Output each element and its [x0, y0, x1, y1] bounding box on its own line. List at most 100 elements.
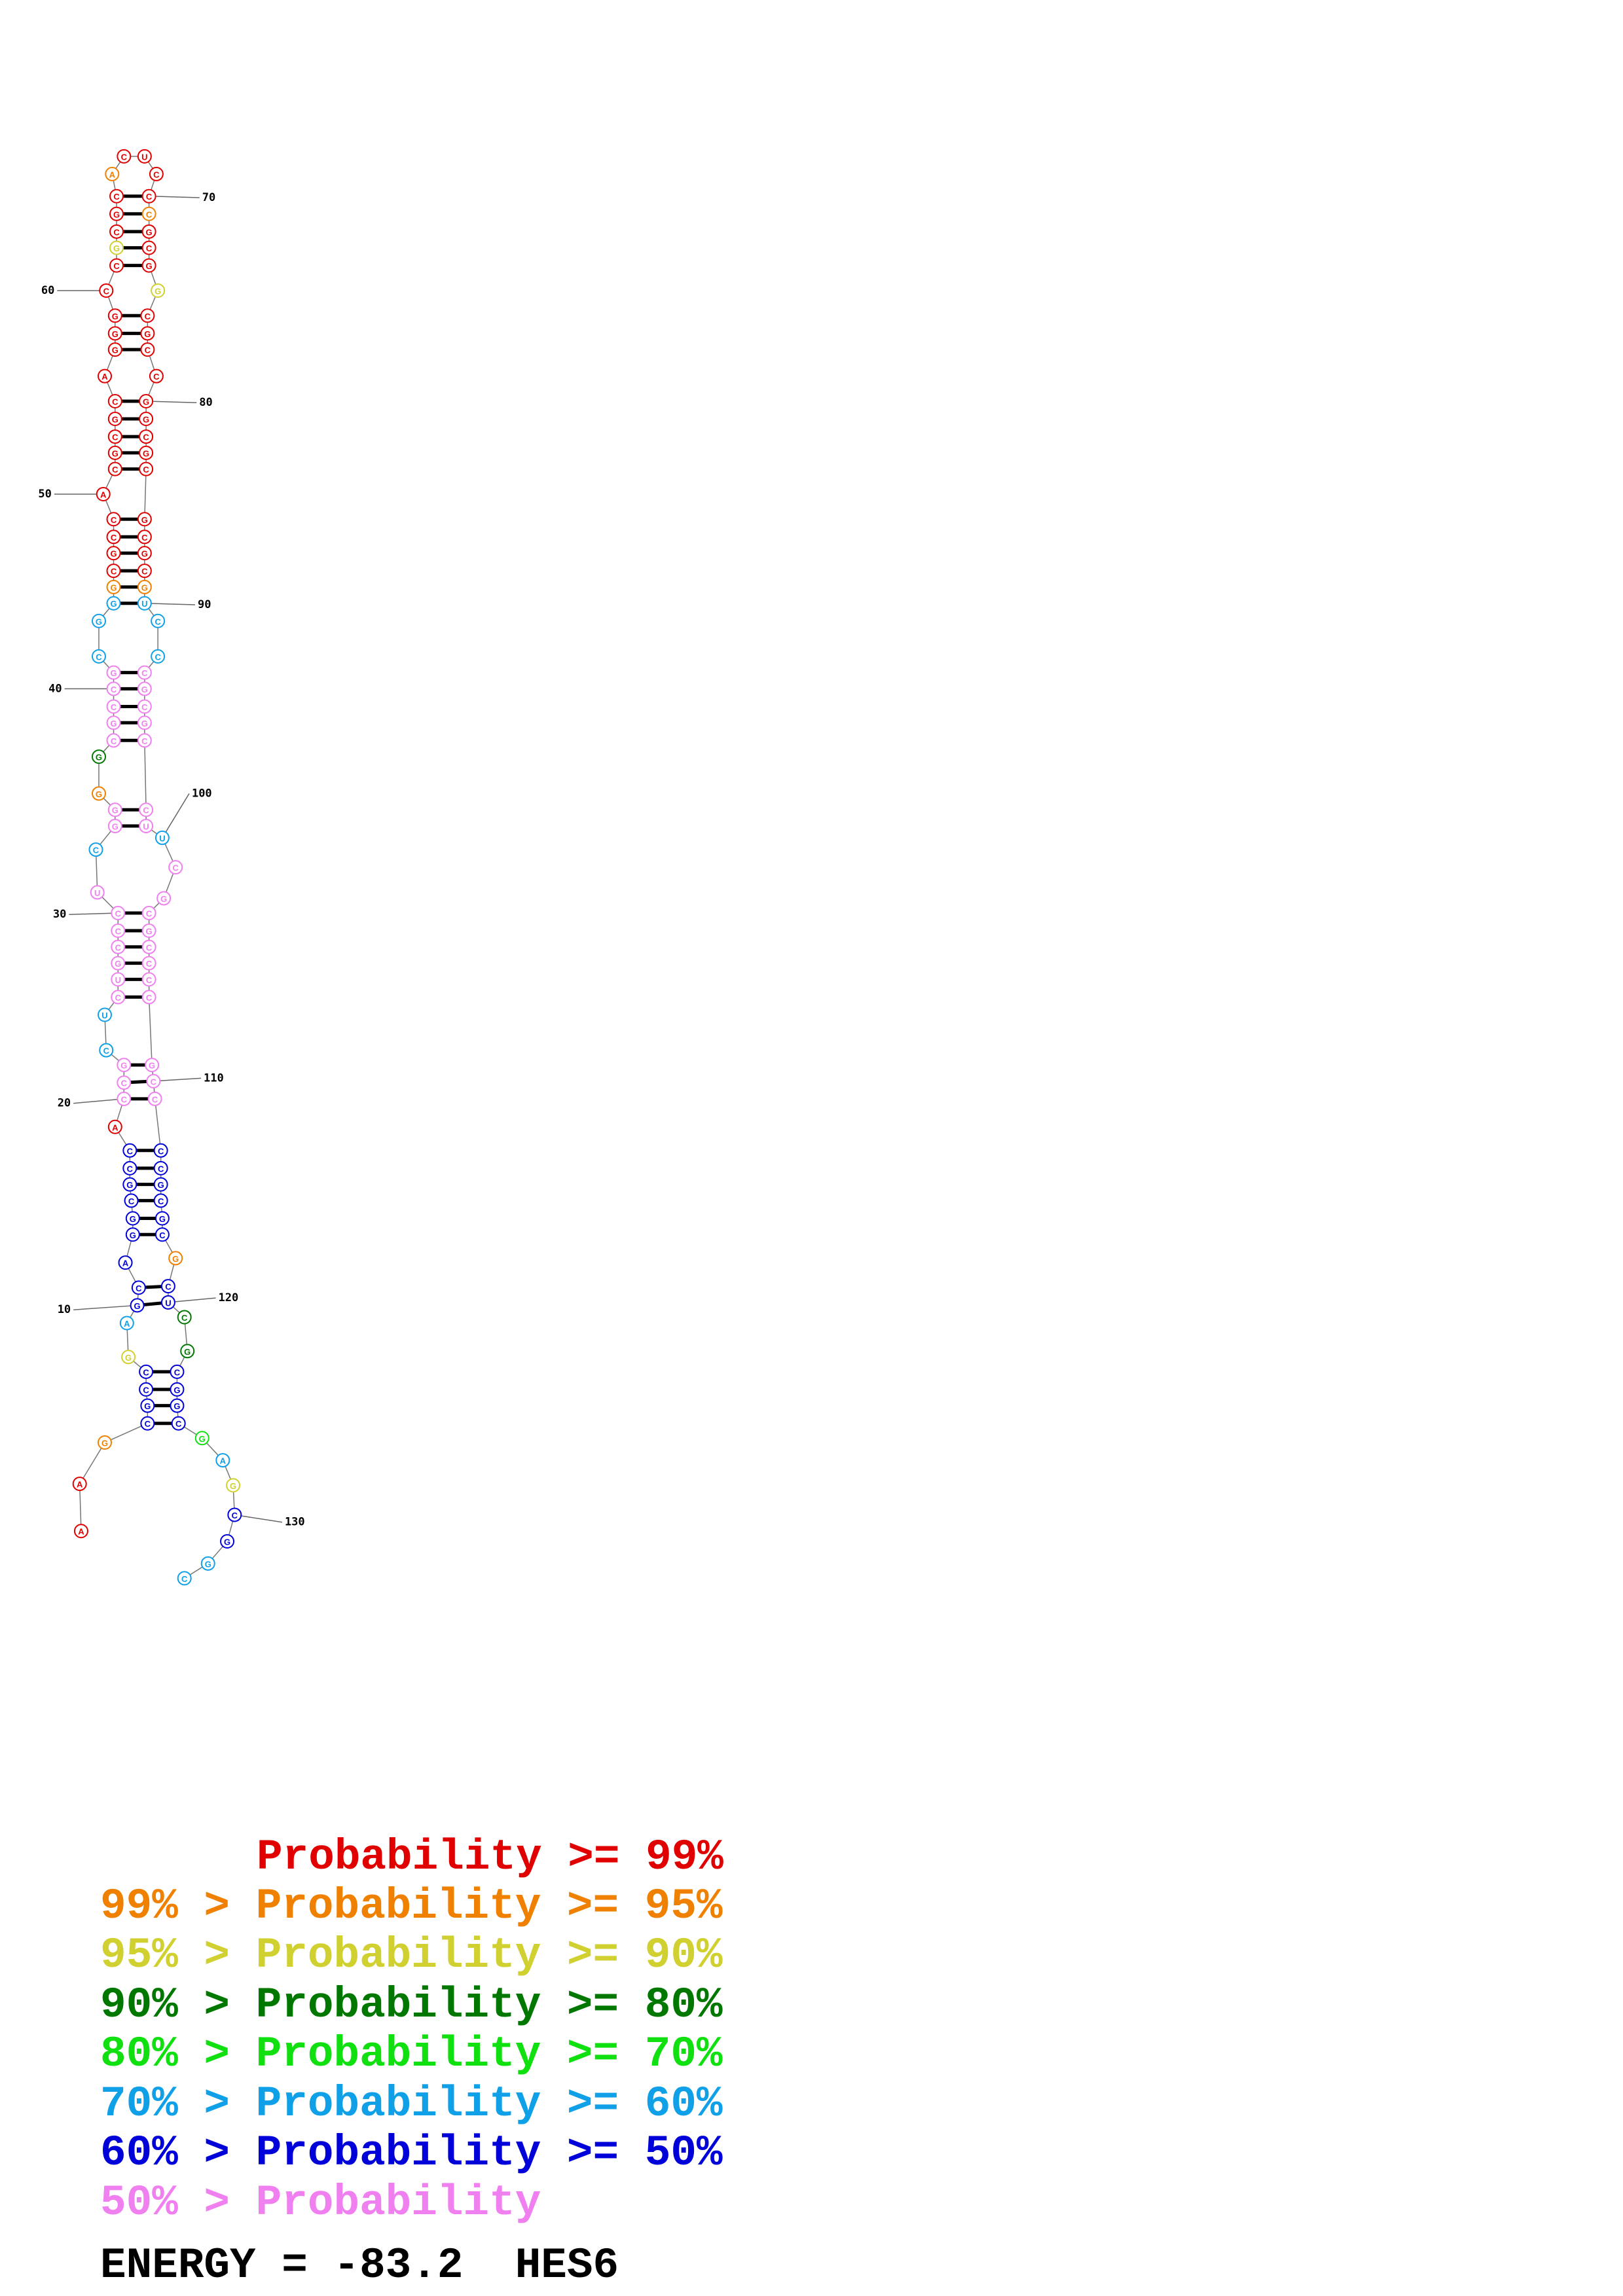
nucleotide: C	[106, 681, 121, 696]
nucleotide-circle	[139, 1364, 154, 1379]
nucleotide-letter: G	[146, 261, 153, 271]
nucleotide-circle	[149, 166, 164, 181]
nucleotide-letter: C	[232, 1511, 238, 1520]
nucleotide: A	[107, 1119, 122, 1134]
nucleotide: G	[107, 802, 122, 817]
nucleotide-circle	[139, 412, 154, 427]
nucleotide: C	[141, 990, 156, 1005]
nucleotide-circle	[151, 613, 166, 628]
nucleotide-circle	[91, 613, 106, 628]
nucleotide-circle	[106, 564, 121, 579]
nucleotide-circle	[105, 166, 120, 181]
nucleotide-circle	[139, 802, 154, 817]
nucleotide-circle	[140, 1398, 155, 1413]
nucleotide-letter: C	[112, 397, 119, 406]
nucleotide-letter: C	[127, 1164, 134, 1174]
nucleotide: C	[117, 149, 132, 164]
nucleotide-circle	[153, 1143, 168, 1158]
nucleotide: C	[151, 613, 166, 628]
nucleotide: G	[137, 512, 152, 527]
nucleotide-letter: G	[110, 719, 117, 728]
legend-line: Probability >= 99%	[257, 1833, 723, 1882]
nucleotide: C	[122, 1143, 137, 1158]
nucleotide-letter: U	[141, 599, 147, 609]
nucleotide: U	[137, 596, 152, 611]
nucleotide-letter: G	[173, 1401, 180, 1411]
nucleotide: C	[153, 1160, 168, 1175]
position-label: 110	[204, 1071, 224, 1085]
nucleotide: U	[139, 819, 154, 834]
nucleotide-circle	[200, 1556, 215, 1571]
nucleotide-letter: U	[141, 152, 147, 162]
nucleotide-circle	[73, 1524, 88, 1539]
nucleotide-circle	[170, 1364, 185, 1379]
nucleotide-letter: C	[136, 1283, 142, 1293]
nucleotide-letter: C	[111, 702, 117, 712]
nucleotide: C	[177, 1310, 192, 1325]
nucleotide-circle	[106, 596, 121, 611]
nucleotide: C	[141, 905, 156, 920]
nucleotide-circle	[111, 956, 126, 971]
nucleotide: C	[139, 1382, 154, 1397]
nucleotide-letter: G	[96, 753, 102, 762]
nucleotide-letter: C	[111, 736, 117, 746]
nucleotide: C	[111, 939, 126, 954]
position-tick	[149, 195, 200, 198]
nucleotide-circle	[137, 564, 152, 579]
nucleotide-circle	[141, 224, 156, 239]
nucleotide-circle	[106, 681, 121, 696]
nucleotide-letter: G	[143, 415, 149, 425]
nucleotide: C	[146, 1073, 161, 1088]
position-tick	[73, 1304, 137, 1310]
nucleotide: C	[139, 461, 154, 476]
nucleotide-circle	[170, 1398, 185, 1413]
nucleotide-circle	[96, 486, 111, 501]
nucleotide-letter: G	[112, 822, 119, 832]
nucleotide-letter: A	[101, 372, 108, 382]
nucleotide-circle	[141, 188, 156, 204]
nucleotide-circle	[177, 1571, 192, 1586]
nucleotide: G	[151, 283, 166, 298]
nucleotide-letter: C	[158, 1196, 164, 1206]
position-tick	[144, 602, 196, 605]
nucleotide-letter: G	[134, 1301, 141, 1311]
nucleotide: G	[170, 1398, 185, 1413]
nucleotide-letter: C	[145, 1419, 151, 1429]
nucleotide: G	[168, 1251, 183, 1266]
nucleotide-circle	[171, 1416, 186, 1431]
nucleotide-circle	[99, 1043, 114, 1058]
nucleotide-letter: C	[143, 806, 149, 816]
nucleotide-letter: C	[159, 1230, 166, 1240]
nucleotide-circle	[111, 939, 126, 954]
nucleotide: C	[139, 1364, 154, 1379]
nucleotide: C	[106, 529, 121, 545]
nucleotide-circle	[118, 1255, 133, 1270]
nucleotide-circle	[122, 1177, 137, 1192]
nucleotide-circle	[122, 1160, 137, 1175]
nucleotide-circle	[155, 831, 170, 846]
position-tick	[69, 912, 119, 915]
nucleotide: C	[153, 1193, 168, 1208]
nucleotide: G	[106, 546, 121, 561]
nucleotide: G	[106, 596, 121, 611]
nucleotide: C	[117, 1091, 132, 1106]
nucleotide-letter: G	[149, 1061, 155, 1071]
nucleotide-letter: C	[115, 942, 122, 952]
nucleotide-letter: C	[112, 465, 119, 475]
nucleotide-circle	[156, 891, 172, 906]
nucleotide: G	[91, 613, 106, 628]
legend-line: 70% > Probability >= 60%	[100, 2079, 723, 2128]
nucleotide-circle	[139, 429, 154, 444]
nucleotide-letter: C	[146, 942, 153, 952]
nucleotide-circle	[98, 368, 113, 384]
nucleotide: C	[99, 283, 114, 298]
nucleotide-letter: A	[220, 1456, 227, 1466]
nucleotide-letter: G	[184, 1347, 191, 1357]
nucleotide-letter: C	[112, 433, 119, 442]
nucleotide: G	[200, 1556, 215, 1571]
nucleotide: C	[106, 564, 121, 579]
nucleotide: G	[155, 1211, 170, 1226]
nucleotide-letter: C	[111, 567, 117, 577]
nucleotide-circle	[107, 445, 122, 460]
nucleotide-letter: C	[146, 993, 153, 1003]
